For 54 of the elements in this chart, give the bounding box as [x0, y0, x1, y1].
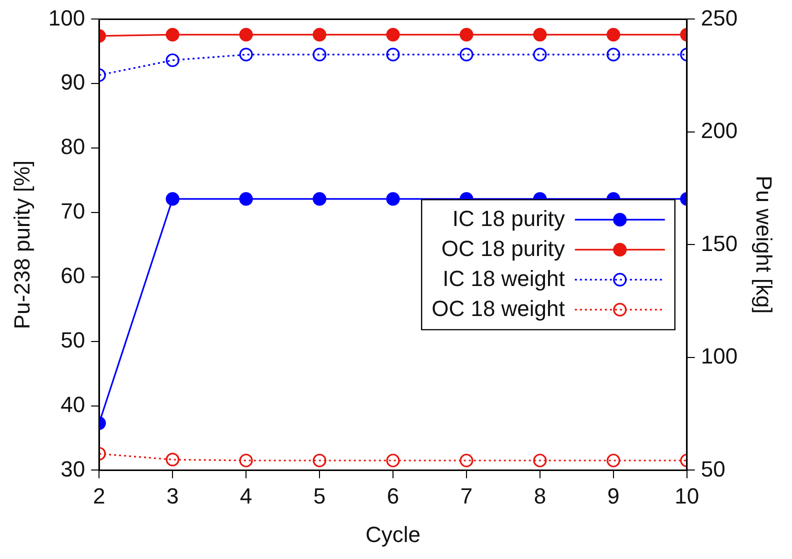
point: [386, 192, 400, 206]
point: [166, 53, 180, 68]
y-tick-label: 90: [60, 70, 86, 95]
y-tick-label: 60: [60, 262, 86, 288]
point: [386, 454, 400, 468]
point: [239, 28, 253, 42]
point: [533, 48, 547, 62]
legend-label: IC 18 weight: [442, 266, 565, 291]
point: [312, 454, 326, 468]
x-tick-label: 4: [240, 483, 252, 508]
point: [460, 48, 474, 62]
x-tick-label: 9: [607, 483, 620, 508]
x-tick-label: 8: [534, 483, 546, 508]
legend-label: OC 18 weight: [432, 296, 565, 321]
y-tick-label: 30: [60, 456, 86, 482]
point: [386, 28, 400, 42]
legend-label: OC 18 purity: [441, 236, 565, 261]
point: [533, 454, 547, 468]
point: [606, 48, 620, 62]
point: [312, 28, 326, 42]
y-tick-label: 70: [60, 198, 86, 224]
point: [386, 48, 400, 62]
y-tick-label: 100: [48, 5, 86, 30]
point: [239, 48, 253, 62]
point: [533, 28, 547, 42]
x-tick-label: 3: [166, 483, 179, 508]
y2-tick-label: 150: [700, 230, 738, 256]
point: [239, 454, 253, 468]
point: [606, 28, 620, 42]
x-tick-label: 10: [674, 483, 700, 508]
y2-tick-label: 100: [700, 344, 738, 369]
y2-tick-label: 200: [700, 118, 738, 144]
x-tick-label: 5: [313, 483, 326, 508]
y-tick-label: 40: [60, 392, 86, 417]
point: [166, 28, 180, 42]
point: [312, 192, 326, 206]
y-tick-label: 80: [60, 134, 86, 160]
point: [460, 454, 474, 468]
legend-label: IC 18 purity: [452, 206, 565, 231]
y-axis-title: Pu-238 purity [%]: [9, 160, 34, 330]
x-axis-title: Cycle: [365, 522, 421, 547]
point: [166, 192, 180, 206]
point: [239, 192, 253, 206]
x-tick-label: 7: [460, 483, 473, 508]
y-tick-label: 50: [60, 327, 86, 352]
point: [460, 28, 474, 42]
point: [606, 454, 620, 468]
y2-axis-title: Pu weight [kg]: [752, 176, 777, 314]
y2-tick-label: 250: [700, 5, 738, 30]
point: [166, 452, 180, 466]
x-tick-label: 6: [386, 483, 400, 508]
y2-tick-label: 50: [700, 456, 726, 482]
point: [312, 48, 326, 62]
x-tick-label: 2: [92, 483, 106, 508]
